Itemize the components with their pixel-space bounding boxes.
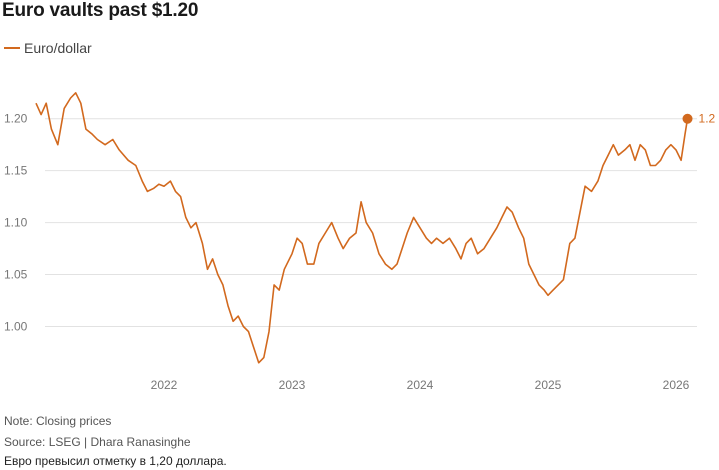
legend-label: Euro/dollar <box>24 40 92 56</box>
last-point-marker <box>682 113 693 124</box>
chart-caption: Евро превысил отметку в 1,20 доллара. <box>4 454 227 468</box>
y-tick-label: 1.05 <box>4 268 28 282</box>
y-tick-label: 1.00 <box>4 319 28 333</box>
y-tick-label: 1.20 <box>4 112 28 126</box>
line-chart: 1.00 1.05 1.10 1.15 1.20 2022 2023 2024 2025 202… <box>4 92 716 392</box>
last-value-label: 1.2 <box>699 112 716 126</box>
chart-note: Note: Closing prices <box>4 414 112 428</box>
x-tick-label: 2024 <box>407 378 434 392</box>
legend: Euro/dollar <box>4 40 92 56</box>
x-tick-label: 2023 <box>279 378 306 392</box>
y-tick-label: 1.15 <box>4 164 28 178</box>
x-tick-label: 2022 <box>151 378 178 392</box>
series-line-euro-dollar <box>35 92 689 364</box>
x-tick-label: 2025 <box>535 378 562 392</box>
y-tick-label: 1.10 <box>4 216 28 230</box>
legend-swatch <box>4 47 20 49</box>
chart-source: Source: LSEG | Dhara Ranasinghe <box>4 435 191 449</box>
x-tick-label: 2026 <box>663 378 690 392</box>
chart-title: Euro vaults past $1.20 <box>2 0 199 21</box>
